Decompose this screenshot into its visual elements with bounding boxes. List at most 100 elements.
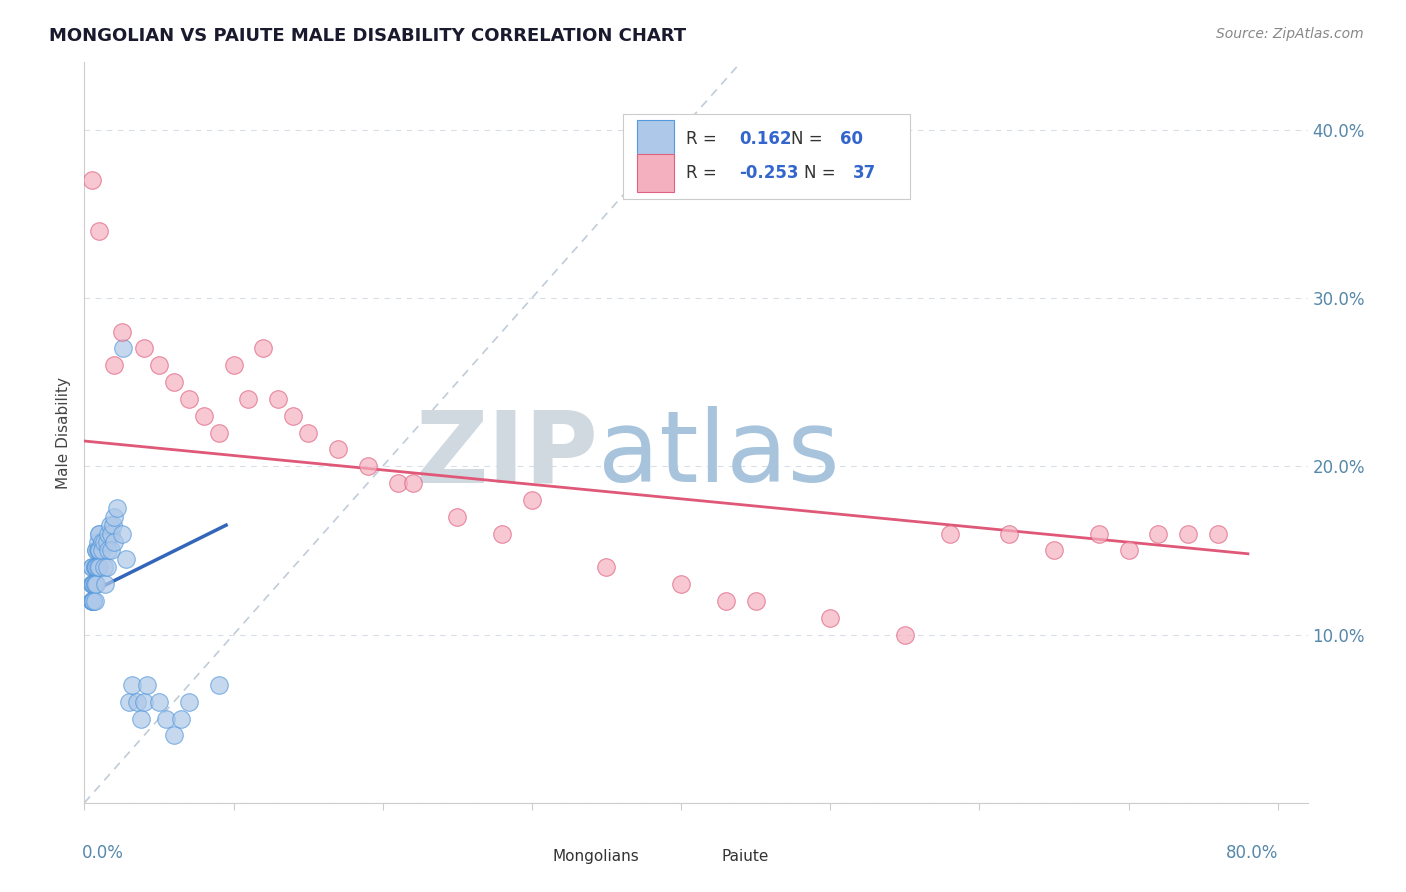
Text: -0.253: -0.253 [738, 164, 799, 182]
Point [97, 526, 120, 541]
Text: 37: 37 [852, 164, 876, 182]
Point [84, 543, 107, 558]
Point [401, 476, 423, 491]
Text: 0.162: 0.162 [738, 130, 792, 148]
Text: 0.0%: 0.0% [82, 844, 124, 862]
Point [84, 560, 107, 574]
Point [82, 594, 104, 608]
Point [818, 610, 841, 624]
Point [83, 560, 105, 574]
Point [520, 492, 543, 507]
Point [222, 359, 245, 373]
Point [446, 509, 468, 524]
Point [283, 409, 305, 423]
Bar [637, 153, 673, 192]
Point [1177, 526, 1199, 541]
Point [83, 577, 105, 591]
Point [101, 518, 124, 533]
Point [136, 678, 159, 692]
Point [83, 560, 105, 574]
Point [94, 577, 117, 591]
Point [714, 594, 737, 608]
Point [1118, 543, 1140, 558]
Point [80, 594, 103, 608]
Bar [637, 120, 673, 159]
Point [998, 526, 1021, 541]
Point [89, 224, 111, 238]
Point [93, 560, 115, 574]
Point [148, 359, 170, 373]
Point [89, 543, 111, 558]
Text: 60: 60 [841, 130, 863, 148]
Point [84, 577, 107, 591]
Point [1043, 543, 1066, 558]
Point [121, 678, 143, 692]
Point [93, 535, 115, 549]
Point [100, 526, 122, 541]
Point [326, 442, 349, 457]
Point [89, 526, 111, 541]
Text: N =: N = [792, 130, 828, 148]
Point [80, 560, 103, 574]
Point [297, 425, 319, 440]
Point [80, 577, 103, 591]
Text: Mongolians: Mongolians [553, 848, 640, 863]
Point [125, 695, 148, 709]
Point [84, 560, 107, 574]
Point [163, 729, 186, 743]
Y-axis label: Male Disability: Male Disability [56, 376, 72, 489]
Point [83, 577, 105, 591]
Point [894, 627, 917, 641]
Point [938, 526, 960, 541]
Point [111, 325, 134, 339]
Point [1147, 526, 1170, 541]
Text: Paiute: Paiute [721, 848, 769, 863]
Point [163, 375, 186, 389]
Point [96, 535, 118, 549]
Text: Source: ZipAtlas.com: Source: ZipAtlas.com [1216, 27, 1364, 41]
Point [83, 594, 105, 608]
Point [87, 543, 110, 558]
Point [89, 543, 111, 558]
Point [91, 543, 114, 558]
Point [84, 543, 107, 558]
Point [97, 543, 120, 558]
Point [96, 560, 118, 574]
Point [252, 342, 274, 356]
Point [207, 678, 229, 692]
Point [80, 560, 103, 574]
Text: MONGOLIAN VS PAIUTE MALE DISABILITY CORRELATION CHART: MONGOLIAN VS PAIUTE MALE DISABILITY CORR… [49, 27, 686, 45]
Point [207, 425, 229, 440]
Point [115, 551, 138, 566]
Text: 80.0%: 80.0% [1226, 844, 1278, 862]
Text: R =: R = [686, 130, 723, 148]
Point [82, 577, 104, 591]
Point [80, 594, 103, 608]
Point [105, 501, 128, 516]
Point [118, 695, 141, 709]
Point [87, 535, 110, 549]
Text: N =: N = [804, 164, 841, 182]
Point [357, 459, 380, 474]
Point [89, 526, 111, 541]
Point [129, 712, 152, 726]
Bar [513, 840, 543, 871]
Text: ZIP: ZIP [415, 407, 598, 503]
Point [744, 594, 766, 608]
Point [595, 560, 617, 574]
Point [80, 173, 103, 187]
Point [103, 509, 125, 524]
Point [1206, 526, 1229, 541]
Point [155, 712, 177, 726]
Bar [682, 840, 711, 871]
Point [132, 695, 155, 709]
Point [238, 392, 260, 406]
Point [132, 342, 155, 356]
Point [112, 342, 135, 356]
Point [100, 543, 122, 558]
Point [103, 359, 125, 373]
Text: atlas: atlas [598, 407, 839, 503]
Point [111, 526, 134, 541]
Point [91, 535, 114, 549]
Point [80, 594, 103, 608]
